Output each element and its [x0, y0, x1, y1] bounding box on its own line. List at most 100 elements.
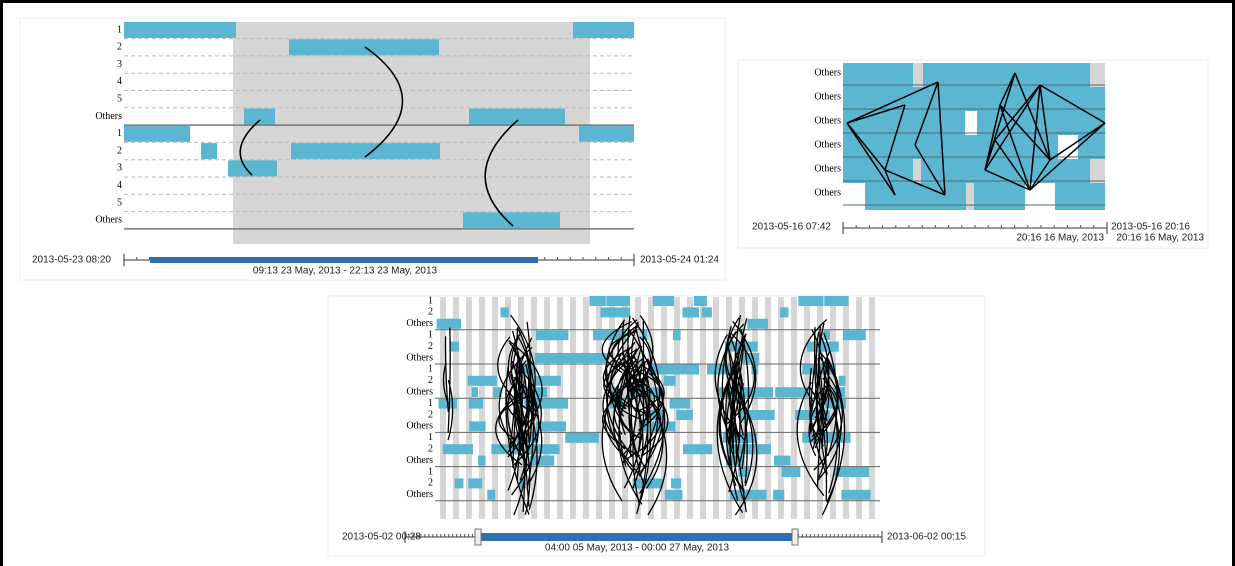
link-arc — [814, 361, 830, 449]
event-bar — [640, 421, 676, 432]
event-bar — [652, 296, 674, 306]
row-label: 2 — [428, 375, 433, 386]
row-label: Others — [406, 421, 433, 432]
stripe — [856, 297, 862, 519]
event-bar — [228, 160, 277, 177]
event-bar — [534, 398, 569, 409]
event-bar — [813, 432, 845, 443]
link-arc — [497, 336, 529, 411]
end-label: 2013-05-24 01:24 — [640, 255, 719, 266]
stripe — [596, 297, 602, 519]
link-arc — [815, 331, 820, 384]
row-label: Others — [814, 187, 841, 198]
link-arc — [630, 357, 644, 400]
link-arc — [734, 314, 744, 436]
event-bar — [648, 364, 678, 375]
stripe — [804, 297, 810, 519]
link-arc — [625, 381, 662, 460]
link-arc — [505, 367, 530, 515]
link-arc — [823, 332, 838, 457]
link — [914, 81, 939, 146]
event-bar — [566, 353, 603, 363]
event-bar — [644, 410, 666, 420]
event-bar — [701, 307, 712, 318]
link — [994, 139, 1031, 191]
event-bar — [436, 318, 462, 329]
range-label: 04:00 05 May, 2013 - 00:00 27 May, 2013 — [545, 543, 730, 554]
link-arc — [731, 318, 748, 449]
row-label: 1 — [428, 432, 433, 443]
stripe — [518, 297, 524, 519]
link-arc — [726, 332, 755, 425]
link-arc — [627, 315, 633, 400]
event-bar — [777, 455, 791, 466]
event-bar — [565, 432, 599, 443]
event-bar — [471, 387, 478, 398]
row-label: 2 — [117, 42, 122, 53]
event-bar — [641, 330, 648, 341]
start-label: 2013-05-16 07:42 — [752, 222, 831, 233]
link-arc — [809, 387, 828, 478]
link — [1029, 122, 1106, 191]
link-arc — [514, 362, 528, 467]
row-label: 3 — [117, 163, 122, 174]
row-label: 1 — [428, 364, 433, 375]
link-arc — [617, 319, 648, 388]
row-label: 3 — [117, 59, 122, 70]
link-arc — [609, 353, 636, 438]
link-arc — [732, 321, 757, 424]
event-bar — [469, 108, 565, 125]
link — [1039, 84, 1051, 161]
stripe — [700, 297, 706, 519]
event-bar — [529, 455, 555, 466]
link — [994, 84, 1041, 141]
link-arc — [727, 343, 738, 463]
link-arc — [733, 373, 746, 414]
event-bar — [534, 353, 553, 363]
event-bar — [244, 108, 275, 125]
row-label: 1 — [117, 24, 122, 35]
link — [846, 122, 896, 196]
link-arc — [639, 385, 668, 516]
event-bar — [469, 421, 486, 432]
range-label: 20:16 16 May, 2013 — [1016, 233, 1104, 244]
gap — [965, 111, 977, 135]
link-arc — [799, 318, 828, 404]
link — [1039, 84, 1106, 124]
link-arc — [808, 368, 828, 476]
row-label: Others — [814, 163, 841, 174]
event-bar — [830, 296, 849, 306]
event-bar — [781, 467, 801, 477]
event-bar — [824, 398, 846, 409]
row-label: 2 — [428, 443, 433, 454]
event-bar — [714, 364, 736, 375]
handle — [791, 528, 799, 546]
link-arc — [364, 46, 404, 158]
link-arc — [605, 324, 640, 458]
event-bar — [463, 212, 560, 229]
link — [984, 169, 1031, 191]
link — [884, 169, 896, 196]
event-bar — [500, 307, 509, 318]
event-bar — [535, 375, 561, 386]
row-label: Others — [814, 91, 841, 102]
link-arc — [515, 355, 525, 456]
link — [846, 122, 886, 171]
row-label: 1 — [428, 466, 433, 477]
link — [984, 104, 1001, 171]
event-bar — [670, 478, 682, 489]
link-arc — [639, 358, 666, 494]
event-bar — [124, 125, 190, 142]
event-bar — [798, 296, 824, 306]
link-arc — [444, 336, 449, 412]
link-arc — [601, 320, 632, 374]
link-arc — [603, 356, 636, 410]
link-arc — [447, 327, 451, 434]
event-bar — [773, 455, 784, 466]
link — [846, 81, 939, 124]
link — [1029, 159, 1051, 191]
event-bar — [201, 143, 217, 160]
stripe — [752, 297, 758, 519]
